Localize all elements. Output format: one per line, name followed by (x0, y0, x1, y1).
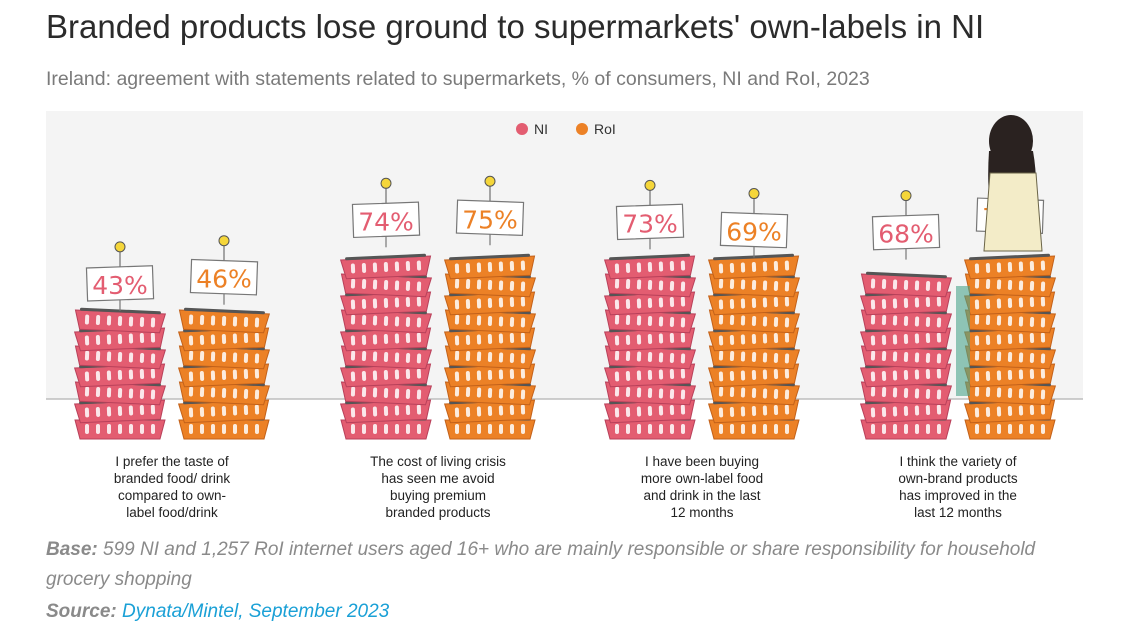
category-label-2-line-4: branded products (385, 505, 490, 520)
chart-subtitle: Ireland: agreement with statements relat… (46, 68, 870, 90)
category-label-2-line-3: buying premium (390, 488, 486, 503)
shopper-illustration (956, 115, 1043, 396)
price-tag-roi-3 (719, 211, 789, 249)
legend-label-ni: NI (534, 121, 548, 137)
category-label-4-line-3: has improved in the (899, 488, 1017, 503)
category-group-3: 73% 69% I have been buying more own-label f… (603, 179, 801, 520)
bar-roi-1: 46% (177, 235, 271, 440)
category-label-4-line-1: I think the variety of (899, 454, 1016, 469)
base-note: Base: 599 NI and 1,257 RoI internet user… (46, 535, 1096, 595)
price-tag-roi-2 (455, 199, 525, 237)
bar-roi-2: 75% (443, 175, 537, 440)
base-text: 599 NI and 1,257 RoI internet users aged… (46, 539, 1036, 590)
price-tag-ni-3 (615, 203, 685, 241)
category-label-3-line-3: and drink in the last (643, 488, 760, 503)
source-note: Source: Dynata/Mintel, September 2023 (46, 597, 389, 627)
category-label-4-line-4: last 12 months (914, 505, 1002, 520)
category-label-4-line-2: own-brand products (898, 471, 1018, 486)
data-label-ni-2: 74% (358, 207, 414, 236)
bar-ni-2: 74% (339, 177, 433, 440)
category-label-3-line-2: more own-label food (641, 471, 763, 486)
category-label-1-line-2: branded food/ drink (114, 471, 231, 486)
bar-roi-3: 69% (707, 188, 801, 440)
data-label-ni-3: 73% (622, 209, 678, 238)
category-group-2: 74% 75% The cost of living crisis has seen … (339, 175, 537, 520)
price-tag-ni-2 (351, 201, 421, 239)
category-label-2-line-1: The cost of living crisis (370, 454, 506, 469)
source-label: Source: (46, 601, 117, 622)
price-tag-ni-4 (871, 213, 941, 251)
bar-ni-4: 68% (859, 190, 953, 440)
data-label-roi-2: 75% (462, 205, 518, 234)
chart-area: NI RoI 43% 46% I prefer the taste of branded … (46, 111, 1083, 520)
source-link[interactable]: Dynata/Mintel, September 2023 (122, 601, 390, 622)
legend-marker-roi (576, 123, 588, 135)
category-label-2-line-2: has seen me avoid (381, 471, 494, 486)
chart-title: Branded products lose ground to supermar… (46, 8, 985, 45)
category-label-1-line-3: compared to own- (118, 488, 226, 503)
data-label-roi-1: 46% (196, 265, 252, 294)
price-tag-roi-1 (189, 258, 259, 296)
category-label-3-line-1: I have been buying (645, 454, 759, 469)
data-label-roi-3: 69% (726, 218, 782, 247)
category-group-1: 43% 46% I prefer the taste of branded food/… (73, 235, 271, 520)
category-label-3-line-4: 12 months (670, 505, 733, 520)
category-group-4: 68% 76% I think the variety of own-brand pr… (859, 173, 1057, 520)
base-label: Base: (46, 539, 98, 560)
bar-ni-1: 43% (73, 241, 167, 440)
legend-label-roi: RoI (594, 121, 616, 137)
data-label-ni-4: 68% (878, 220, 934, 249)
category-label-1-line-1: I prefer the taste of (115, 454, 229, 469)
legend: NI RoI (516, 121, 616, 137)
bar-roi-4: 76% (963, 173, 1057, 440)
category-label-1-line-4: label food/drink (126, 505, 218, 520)
data-label-ni-1: 43% (92, 271, 148, 300)
price-tag-ni-1 (85, 265, 155, 302)
bar-ni-3: 73% (603, 179, 697, 440)
legend-marker-ni (516, 123, 528, 135)
